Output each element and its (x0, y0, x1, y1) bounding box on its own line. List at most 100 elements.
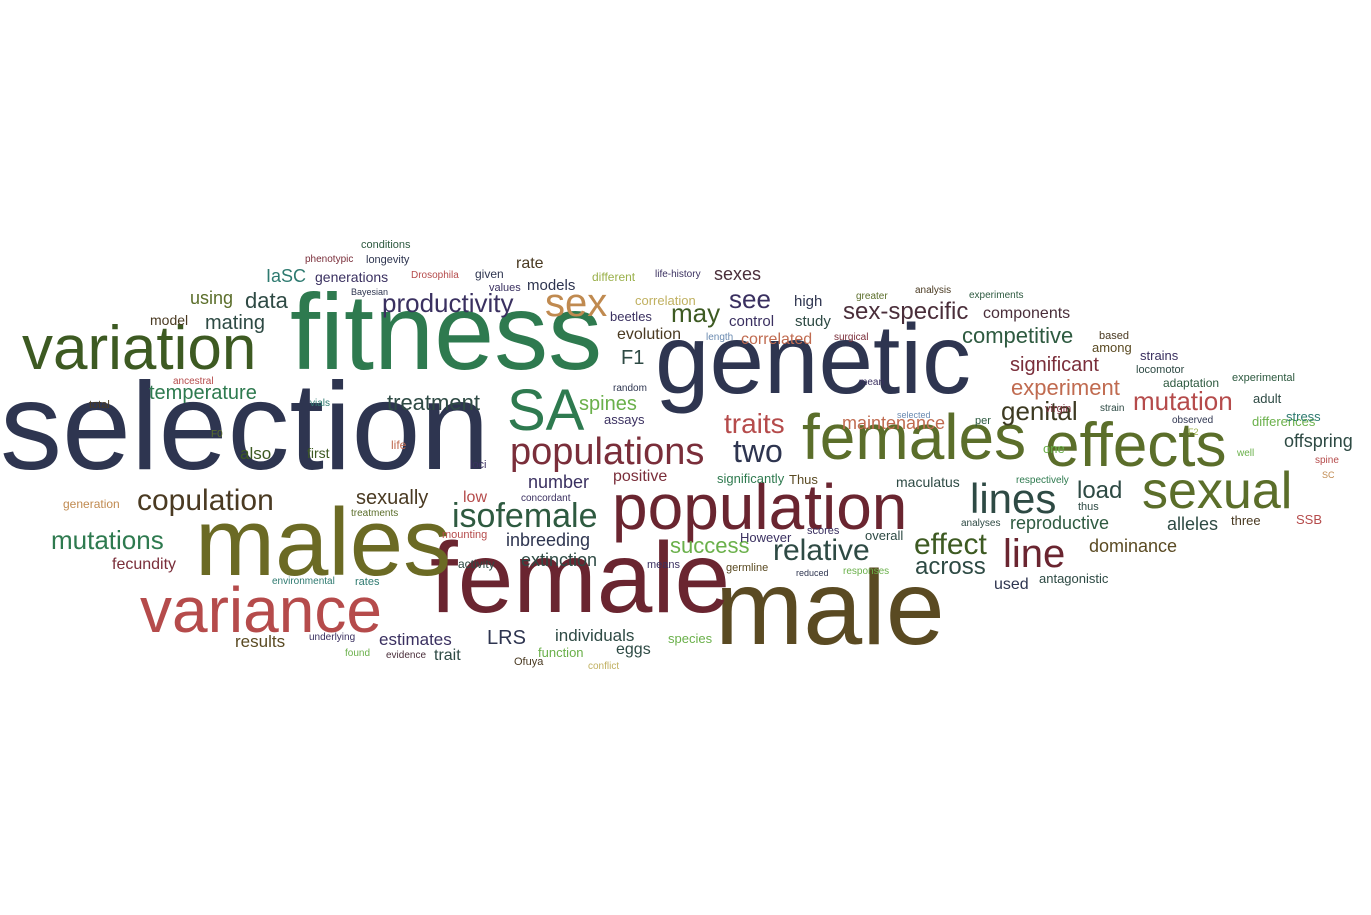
word-136: mounting (442, 529, 488, 541)
word-147: evidence (386, 650, 427, 661)
word-0: selection (0, 358, 490, 496)
word-145: underlying (309, 632, 356, 643)
word-47: inbreeding (506, 530, 591, 550)
word-87: three (1231, 513, 1261, 528)
word-4: female (430, 522, 731, 634)
word-25: across (915, 553, 986, 580)
word-48: number (528, 472, 590, 492)
word-51: using (190, 288, 234, 308)
word-86: SSB (1296, 512, 1323, 527)
word-11: sexual (1142, 462, 1293, 520)
word-40: significant (1010, 354, 1099, 376)
word-15: populations (510, 431, 705, 473)
word-73: significantly (717, 471, 785, 486)
word-41: offspring (1284, 431, 1353, 451)
word-84: species (668, 631, 713, 646)
word-98: conditions (361, 239, 411, 251)
word-1: genetic (655, 304, 972, 414)
word-101: Bayesian (351, 287, 389, 297)
word-59: control (729, 313, 775, 330)
word-78: maculatus (896, 474, 960, 490)
word-120: selected (897, 410, 931, 420)
word-118: F0 (211, 429, 223, 440)
word-3: male (715, 549, 945, 667)
word-96: experimental (1232, 372, 1295, 384)
word-19: line (1003, 532, 1066, 576)
word-105: different (592, 270, 636, 284)
word-91: one (1043, 441, 1065, 456)
word-44: reproductive (1010, 513, 1110, 533)
word-97: based (1099, 330, 1129, 342)
word-113: mean (859, 377, 885, 388)
word-116: total (89, 399, 110, 411)
word-30: see (729, 284, 771, 314)
word-112: surgical (834, 332, 869, 343)
word-131: analyses (961, 518, 1001, 529)
word-88: differences (1252, 414, 1316, 429)
word-104: values (489, 282, 521, 294)
word-137: activity (458, 557, 495, 571)
word-148: Ofuya (514, 656, 544, 668)
word-110: experiments (969, 290, 1024, 301)
word-127: spine (1315, 455, 1339, 466)
word-106: life-history (655, 269, 701, 280)
word-119: life (391, 438, 407, 452)
word-108: greater (856, 291, 888, 302)
word-24: success (670, 533, 750, 558)
word-36: spines (579, 393, 637, 415)
word-81: trait (434, 647, 461, 664)
word-46: extinction (521, 550, 598, 570)
word-35: mating (205, 312, 266, 334)
word-37: F1 (621, 347, 645, 369)
word-26: traits (724, 408, 785, 439)
word-38: competitive (962, 323, 1074, 348)
word-93: strains (1140, 348, 1179, 363)
word-80: beetles (610, 309, 652, 324)
word-74: Thus (789, 472, 818, 487)
word-79: assays (604, 412, 645, 427)
word-128: SC (1322, 470, 1335, 480)
word-45: dominance (1089, 536, 1178, 556)
word-53: generations (315, 269, 389, 285)
word-12: SA (507, 378, 585, 443)
word-126: well (1237, 448, 1255, 459)
word-144: rates (355, 576, 380, 588)
word-139: scores (807, 525, 840, 537)
word-57: model (150, 312, 189, 328)
word-92: adaptation (1163, 376, 1220, 390)
word-2: fitness (290, 271, 603, 392)
word-7: variation (22, 314, 257, 383)
word-133: concordant (521, 493, 571, 504)
word-140: germline (726, 562, 769, 574)
word-52: IaSC (266, 266, 307, 286)
word-32: treatment (387, 390, 480, 415)
word-60: correlated (741, 331, 813, 348)
word-21: relative (773, 534, 870, 567)
word-114: random (613, 383, 647, 394)
word-70: sexually (356, 487, 429, 509)
word-18: productivity (382, 288, 514, 318)
word-124: observed (1172, 415, 1214, 426)
word-63: also (240, 444, 272, 463)
word-10: effects (1045, 411, 1227, 480)
word-28: genital (1001, 396, 1078, 426)
word-8: population (612, 471, 908, 543)
word-56: sexes (714, 264, 762, 284)
word-42: maintenance (842, 413, 946, 433)
word-33: temperature (149, 382, 257, 404)
word-83: function (538, 645, 584, 660)
word-132: loci (470, 459, 487, 471)
word-64: first (307, 445, 330, 461)
word-22: two (733, 433, 783, 469)
word-54: rate (516, 255, 544, 272)
word-75: used (994, 576, 1029, 593)
word-67: estimates (379, 630, 452, 649)
word-102: Drosophila (411, 270, 459, 281)
word-123: strain (1100, 403, 1125, 414)
word-27: mutation (1133, 386, 1233, 416)
word-43: load (1077, 477, 1123, 504)
word-135: treatments (351, 508, 399, 519)
word-125: F2 (1188, 427, 1199, 437)
word-146: found (345, 648, 371, 659)
word-58: evolution (617, 326, 682, 343)
